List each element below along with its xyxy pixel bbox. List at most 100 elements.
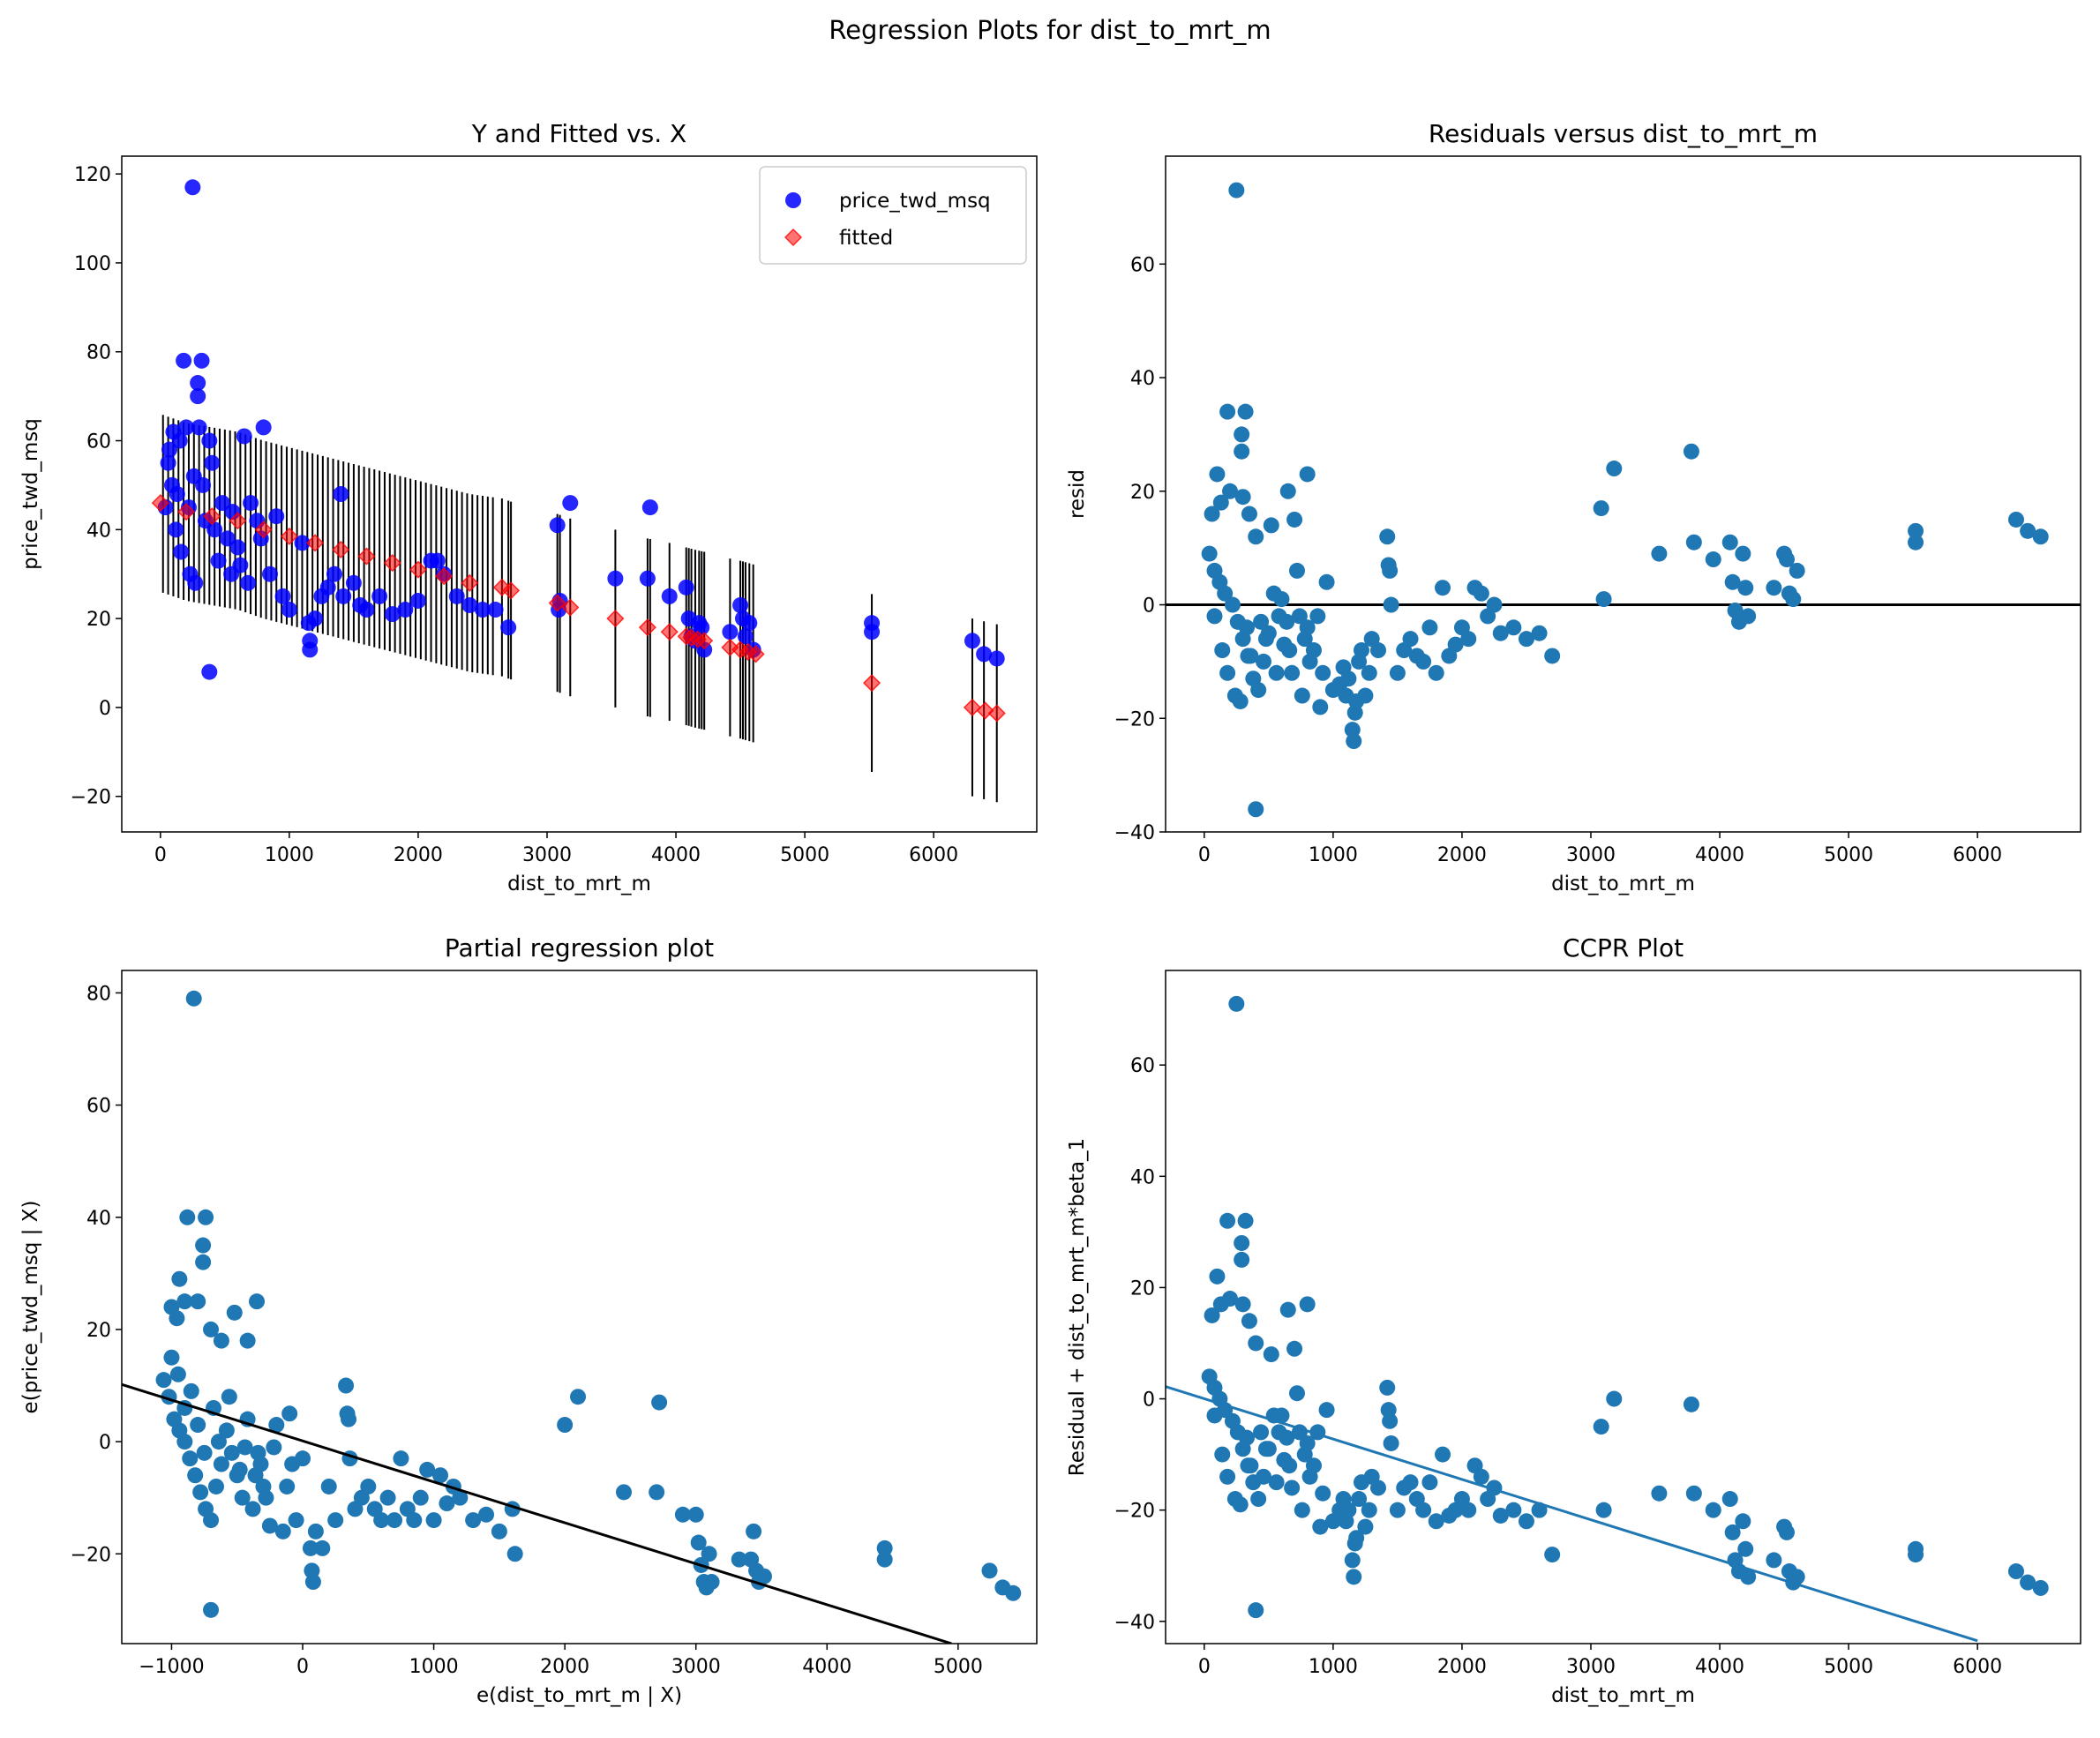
data-point [1201, 545, 1218, 562]
data-point [284, 1456, 301, 1472]
data-point [1651, 545, 1668, 562]
data-point [160, 454, 176, 471]
data-point [1531, 625, 1548, 641]
data-point [988, 650, 1005, 667]
fitted-point [229, 512, 247, 530]
x-tick-label: 1000 [409, 1656, 459, 1678]
data-point [360, 1478, 377, 1495]
data-point [1222, 483, 1239, 499]
data-point [1204, 1307, 1220, 1323]
x-tick-label: 5000 [780, 844, 829, 866]
data-point [1284, 1480, 1301, 1496]
panel-ccpr: 0 1000 2000 3000 4000 5000 6000 −40 −20 0 20 40 60 CC… [1066, 933, 2081, 1707]
data-point [1315, 664, 1331, 681]
legend-marker-diamond [784, 228, 803, 247]
data-point [1460, 631, 1477, 648]
data-point [203, 1512, 220, 1529]
data-point [314, 1539, 331, 1556]
data-point [1279, 1301, 1296, 1318]
data-point [232, 557, 249, 573]
plot-area [122, 990, 1022, 1644]
x-tick-label: 0 [154, 844, 167, 866]
data-point [1234, 489, 1251, 506]
fitted-point [695, 632, 714, 650]
data-point [1299, 466, 1316, 483]
data-point [703, 1574, 720, 1591]
data-point [384, 606, 401, 623]
y-tick-label: 0 [99, 698, 111, 720]
x-tick-label: 4000 [651, 844, 701, 866]
data-point [1778, 551, 1795, 568]
data-point [184, 179, 201, 196]
x-tick-label: 3000 [1566, 1656, 1616, 1678]
data-point [1735, 1513, 1751, 1530]
data-point [1309, 608, 1326, 625]
data-point [1219, 664, 1236, 681]
data-point [326, 566, 342, 582]
y-axis-label: e(price_twd_msq | X) [19, 1201, 42, 1414]
data-point [412, 1489, 429, 1506]
data-point [439, 1495, 455, 1512]
data-point [1248, 801, 1264, 818]
data-point [1281, 642, 1298, 659]
plot-area [151, 179, 1006, 803]
data-point [981, 1562, 998, 1579]
y-tick-label: −40 [1114, 1612, 1155, 1634]
figure-suptitle: Regression Plots for dist_to_mrt_m [829, 15, 1271, 45]
x-tick-label: 1000 [1309, 1656, 1358, 1678]
data-point [1606, 461, 1623, 477]
fitted-point [548, 594, 566, 612]
data-point [274, 1523, 291, 1539]
fitted-point [254, 521, 273, 539]
y-tick-label: 60 [1130, 1055, 1155, 1077]
data-point [240, 574, 257, 591]
data-point [864, 624, 881, 641]
data-point [1369, 1480, 1386, 1496]
data-point [1473, 1468, 1489, 1485]
data-point [1296, 1446, 1313, 1463]
fitted-point [332, 540, 350, 559]
data-point [187, 574, 204, 591]
data-point [1318, 573, 1335, 590]
data-point [876, 1539, 893, 1556]
data-point [1268, 1474, 1285, 1491]
data-point [1789, 1569, 1805, 1585]
data-point [491, 1523, 507, 1539]
data-point [274, 588, 291, 604]
data-point [178, 419, 195, 436]
data-point [258, 1489, 274, 1506]
data-point [1382, 1412, 1399, 1429]
data-point [195, 1237, 212, 1254]
fitted-point [638, 618, 656, 637]
data-point [1908, 534, 1924, 551]
data-point [1351, 1491, 1368, 1508]
data-point [379, 1489, 396, 1506]
data-point [607, 570, 624, 587]
data-point [1263, 517, 1279, 534]
data-point [231, 1461, 248, 1478]
data-point [1486, 596, 1503, 613]
data-point [1217, 585, 1234, 602]
data-point [1447, 636, 1464, 653]
data-point [266, 1439, 282, 1456]
data-point [386, 1512, 403, 1529]
fitted-point [746, 645, 765, 663]
x-tick-label: 0 [1198, 844, 1211, 866]
legend-entry: fitted [839, 227, 893, 250]
data-point [1242, 1457, 1259, 1474]
data-point [1595, 591, 1612, 608]
fitted-point [963, 698, 982, 716]
fitted-point [151, 494, 169, 513]
data-point [173, 543, 190, 560]
data-point [1248, 1602, 1264, 1619]
x-tick-label: 1000 [265, 844, 314, 866]
data-point [279, 1478, 296, 1495]
data-point [2032, 528, 2049, 545]
data-point [1234, 443, 1250, 460]
y-tick-label: 40 [1130, 368, 1155, 390]
data-point [1379, 528, 1396, 545]
y-tick-label: 60 [1130, 254, 1155, 276]
data-point [201, 663, 218, 680]
data-point [1785, 591, 1802, 608]
